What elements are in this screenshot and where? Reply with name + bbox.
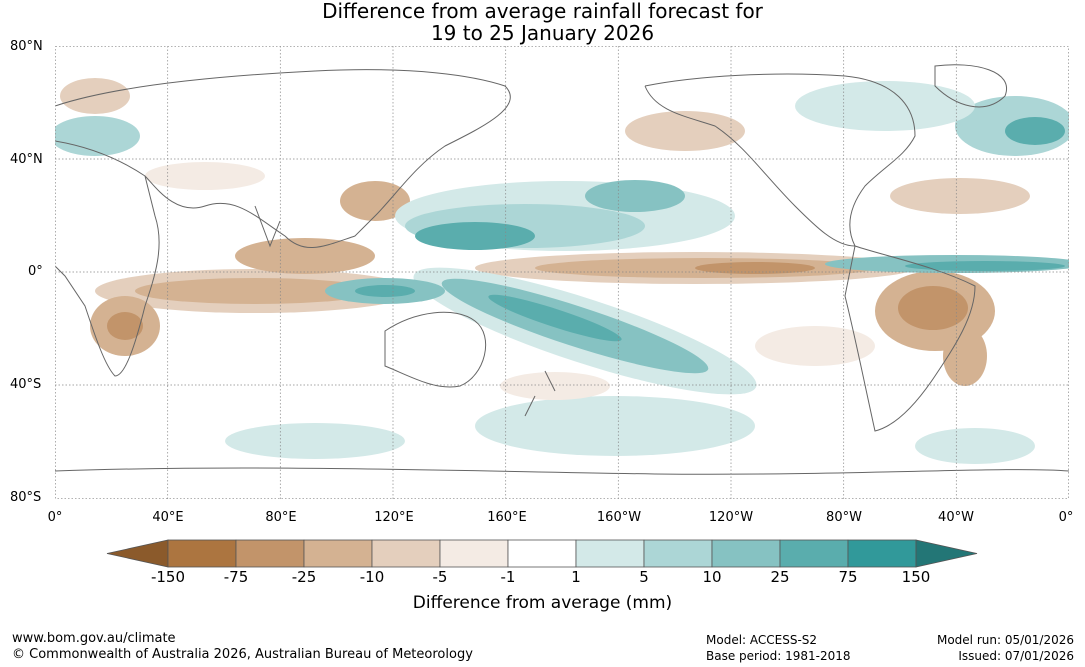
legend-tick-label: -1 xyxy=(500,568,516,586)
footer-base-period: Base period: 1981-2018 xyxy=(706,649,851,663)
coastlines xyxy=(55,64,1069,475)
lon-label-120e: 120°E xyxy=(374,510,414,525)
lat-label-40s: 40°S xyxy=(10,377,42,392)
legend-bin xyxy=(507,539,577,568)
legend-tick-label: -25 xyxy=(291,568,317,586)
legend-bin xyxy=(439,539,509,568)
legend-bin xyxy=(235,539,305,568)
lon-label-40w: 40°W xyxy=(938,510,974,525)
lon-label-160e: 160°E xyxy=(487,510,527,525)
lat-label-80s: 80°S xyxy=(10,490,42,505)
legend-over-triangle xyxy=(915,539,978,568)
legend-tick-label: -150 xyxy=(150,568,186,586)
lat-label-80n: 80°N xyxy=(10,39,43,54)
footer-issued: Issued: 07/01/2026 xyxy=(958,649,1074,663)
lon-label-40e: 40°E xyxy=(152,510,184,525)
legend-under-triangle xyxy=(106,539,169,568)
legend-bin xyxy=(167,539,237,568)
legend-bin xyxy=(643,539,713,568)
legend-tick-label: 5 xyxy=(639,568,649,586)
legend-tick-label: -75 xyxy=(223,568,249,586)
legend-bin xyxy=(779,539,849,568)
lon-label-80e: 80°E xyxy=(265,510,297,525)
lat-label-eq: 0° xyxy=(28,264,43,279)
legend-title: Difference from average (mm) xyxy=(412,593,673,613)
legend-tick-label: 75 xyxy=(838,568,858,586)
legend-bin xyxy=(303,539,373,568)
map-title-line1: Difference from average rainfall forecas… xyxy=(322,0,763,23)
footer-website: www.bom.gov.au/climate xyxy=(12,631,176,646)
footer-model-run: Model run: 05/01/2026 xyxy=(936,633,1074,647)
legend-tick-label: -5 xyxy=(432,568,448,586)
legend-bin xyxy=(847,539,917,568)
lon-label-80w: 80°W xyxy=(826,510,862,525)
lon-label-120w: 120°W xyxy=(708,510,754,525)
graticule xyxy=(55,46,1069,499)
anomaly-shading xyxy=(55,78,1069,464)
legend-tick-label: -10 xyxy=(359,568,385,586)
footer-model: Model: ACCESS-S2 xyxy=(706,633,818,647)
lon-label-0: 0° xyxy=(47,510,63,525)
footer-copyright: © Commonwealth of Australia 2026, Austra… xyxy=(12,647,473,662)
legend-tick-label: 1 xyxy=(571,568,581,586)
lat-label-40n: 40°N xyxy=(10,152,43,167)
legend-colorbar xyxy=(106,539,978,568)
legend-tick-label: 150 xyxy=(901,568,931,586)
lon-label-0-end: 0° xyxy=(1058,510,1074,525)
legend-tick-label: 25 xyxy=(770,568,790,586)
legend-bin xyxy=(371,539,441,568)
lon-label-160w: 160°W xyxy=(596,510,642,525)
legend-tick-label: 10 xyxy=(702,568,722,586)
legend-bin xyxy=(711,539,781,568)
legend-bin xyxy=(575,539,645,568)
rainfall-anomaly-map xyxy=(55,46,1069,499)
map-title-line2: 19 to 25 January 2026 xyxy=(430,21,655,45)
